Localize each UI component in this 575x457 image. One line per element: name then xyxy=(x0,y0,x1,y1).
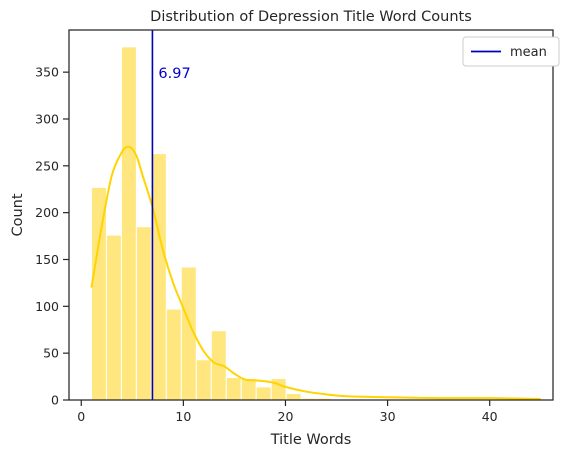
y-tick-label: 300 xyxy=(35,111,59,126)
chart-title: Distribution of Depression Title Word Co… xyxy=(150,9,472,25)
histogram-bar xyxy=(165,308,182,401)
plot-frame xyxy=(68,29,554,401)
histogram-bars xyxy=(90,46,542,401)
kde-curve xyxy=(90,145,541,401)
legend-mean-label: mean xyxy=(510,45,547,60)
y-tick-label: 250 xyxy=(35,158,59,173)
mean-value-label: 6.97 xyxy=(158,66,190,82)
histogram-bar xyxy=(225,377,242,401)
legend: mean xyxy=(462,36,560,67)
y-axis-label: Count xyxy=(10,193,26,236)
histogram-bar xyxy=(135,226,152,401)
y-tick-label: 200 xyxy=(35,205,59,220)
y-tick-label: 0 xyxy=(51,393,59,408)
x-tick-label: 30 xyxy=(380,409,396,424)
y-tick-label: 100 xyxy=(35,299,59,314)
histogram-bar xyxy=(255,386,272,401)
legend-box xyxy=(462,36,560,67)
y-tick-label: 50 xyxy=(43,346,59,361)
x-tick-label: 20 xyxy=(278,409,294,424)
x-axis-ticks: 0 10 20 30 40 xyxy=(77,400,498,424)
x-tick-label: 40 xyxy=(482,409,498,424)
histogram-bar xyxy=(90,186,107,401)
x-tick-label: 0 xyxy=(77,409,85,424)
histogram-bar xyxy=(120,46,137,401)
histogram-bar xyxy=(285,392,302,401)
y-axis-ticks: 0 50 100 150 200 250 300 350 xyxy=(35,65,69,408)
x-axis-label: Title Words xyxy=(270,432,352,448)
x-tick-label: 10 xyxy=(175,409,191,424)
histogram-bar xyxy=(150,153,167,401)
y-tick-label: 150 xyxy=(35,252,59,267)
histogram-bar xyxy=(105,234,122,401)
y-tick-label: 350 xyxy=(35,65,59,80)
histogram-bar xyxy=(195,359,212,401)
histogram-bar xyxy=(240,377,257,401)
